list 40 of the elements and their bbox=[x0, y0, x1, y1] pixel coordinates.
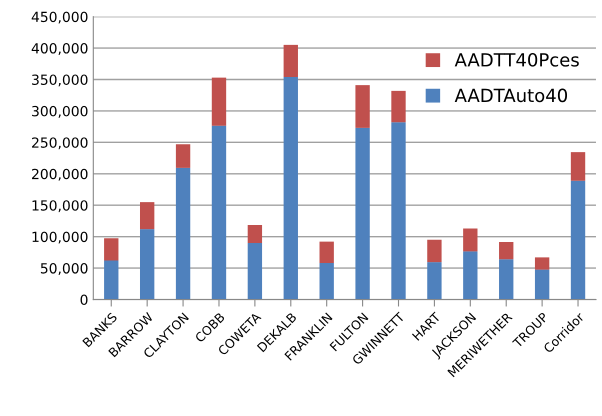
y-tick-label: 250,000 bbox=[32, 137, 88, 150]
bar bbox=[534, 270, 550, 300]
y-tick-label: 50,000 bbox=[40, 263, 88, 275]
bar bbox=[176, 144, 190, 168]
bar bbox=[104, 260, 118, 300]
legend-label: AADTT40Pces bbox=[454, 53, 579, 67]
bar bbox=[140, 229, 154, 300]
bar bbox=[427, 240, 442, 262]
bar bbox=[427, 262, 442, 300]
bar bbox=[463, 251, 478, 300]
bar bbox=[212, 78, 226, 126]
y-tick-label: 350,000 bbox=[32, 74, 88, 86]
y-tick-label: 0 bbox=[80, 294, 88, 305]
bar bbox=[320, 242, 334, 264]
bar bbox=[248, 225, 262, 243]
bar bbox=[320, 263, 334, 300]
bar bbox=[570, 180, 586, 300]
bar bbox=[391, 90, 406, 122]
y-tick-label: 100,000 bbox=[32, 232, 88, 244]
bar bbox=[570, 152, 586, 181]
bar bbox=[499, 259, 514, 300]
bar bbox=[248, 242, 262, 300]
bar bbox=[140, 202, 154, 230]
y-tick-label: 300,000 bbox=[32, 106, 88, 118]
y-tick-label: 200,000 bbox=[32, 168, 88, 181]
bar bbox=[176, 168, 190, 300]
bar bbox=[355, 85, 370, 128]
bar bbox=[212, 126, 226, 300]
bar bbox=[499, 242, 514, 260]
y-tick-label: 450,000 bbox=[32, 12, 88, 24]
y-tick-label: 150,000 bbox=[32, 200, 88, 212]
y-tick-label: 400,000 bbox=[32, 43, 88, 55]
bar bbox=[534, 257, 550, 270]
bar bbox=[355, 128, 370, 300]
bar bbox=[391, 122, 406, 300]
legend-label: AADTAuto40 bbox=[454, 88, 568, 102]
bar bbox=[463, 228, 478, 252]
bar bbox=[284, 44, 298, 77]
bar bbox=[104, 238, 118, 261]
bar bbox=[284, 76, 298, 300]
